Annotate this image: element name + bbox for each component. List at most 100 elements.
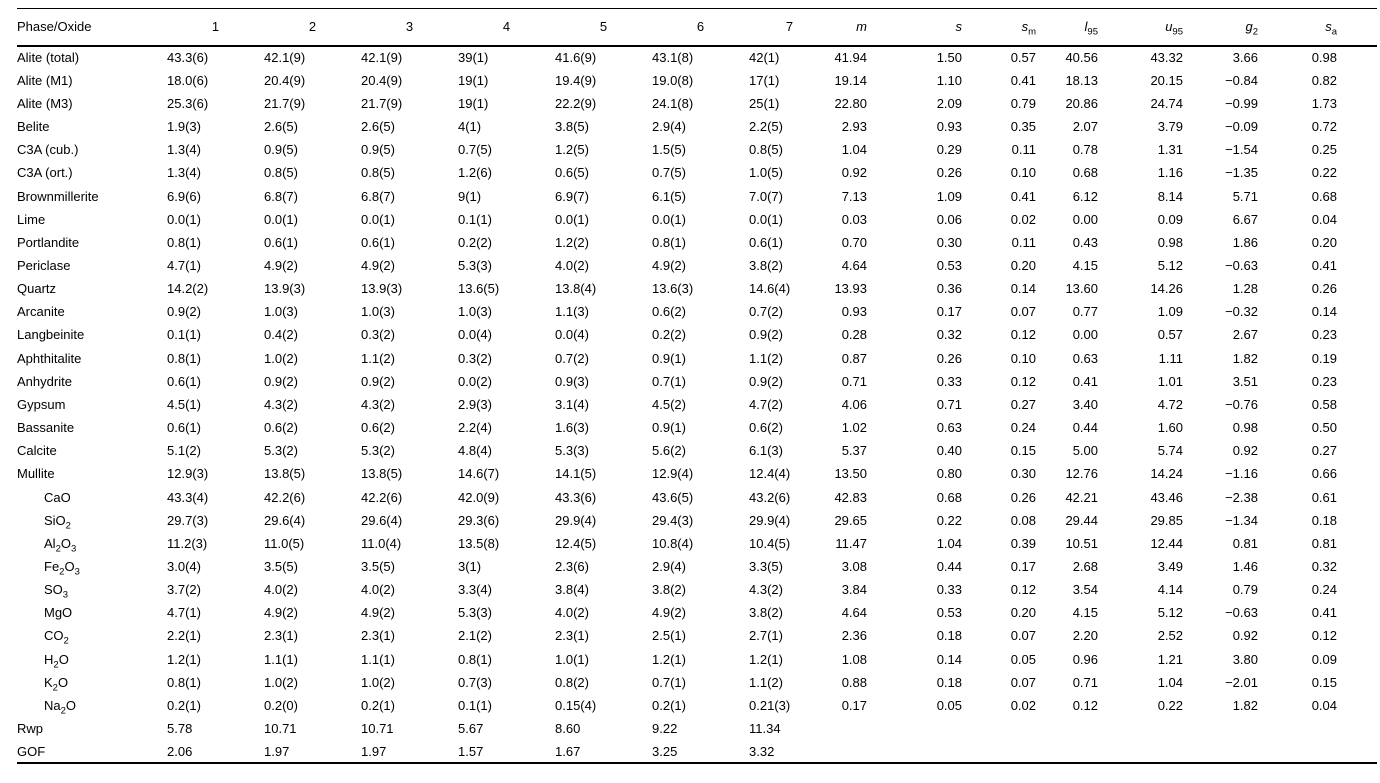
cell: 2.2(1) xyxy=(167,628,201,644)
filler-cell xyxy=(1337,509,1377,532)
cell: 22.2(9) xyxy=(555,95,597,111)
cell: 0.6(2) xyxy=(361,420,395,436)
cell: 11.47 xyxy=(835,535,867,551)
cell: 0.8(1) xyxy=(167,234,201,250)
cell: 0.7(1) xyxy=(652,674,686,690)
row-label: Lime xyxy=(17,211,46,227)
row-label: Rwp xyxy=(17,721,44,737)
cell: 0.81 xyxy=(1232,535,1258,551)
table-row: Alite (M1) 18.0(6) 20.4(9) 20.4(9) 19(1) 19.4… xyxy=(17,69,1377,92)
cell: 0.72 xyxy=(1311,119,1337,135)
cell: 3.8(2) xyxy=(749,257,783,273)
cell: 0.12 xyxy=(1010,582,1036,598)
cell: 19.0(8) xyxy=(652,72,694,88)
cell: 1.16 xyxy=(1157,165,1183,181)
cell: 1.31 xyxy=(1157,142,1183,158)
cell: −1.34 xyxy=(1225,512,1258,528)
cell: 0.79 xyxy=(1010,95,1036,111)
cell: 29.6(4) xyxy=(361,512,403,528)
table-row: SO3 3.7(2) 4.0(2) 4.0(2) 3.3(4) 3.8(4) 3.8(2) 4… xyxy=(17,578,1377,601)
row-label: Langbeinite xyxy=(17,327,85,343)
cell: −0.63 xyxy=(1225,605,1258,621)
cell: 1.1(2) xyxy=(361,350,395,366)
cell: 0.87 xyxy=(841,350,867,366)
cell: 6.9(7) xyxy=(555,188,589,204)
cell: 0.28 xyxy=(841,327,867,343)
cell: 22.80 xyxy=(834,95,867,111)
cell: −1.54 xyxy=(1225,142,1258,158)
cell: 0.9(2) xyxy=(167,304,201,320)
cell: 1.82 xyxy=(1232,350,1258,366)
cell: 0.80 xyxy=(936,466,962,482)
cell xyxy=(962,717,1036,740)
cell: 0.41 xyxy=(1072,373,1098,389)
cell: 13.8(5) xyxy=(264,466,306,482)
cell: 42.1(9) xyxy=(264,50,306,66)
cell: 0.33 xyxy=(936,582,962,598)
cell: 29.6(4) xyxy=(264,512,306,528)
cell: 5.78 xyxy=(167,721,193,737)
cell: 10.8(4) xyxy=(652,535,694,551)
table-row: Langbeinite 0.1(1) 0.4(2) 0.3(2) 0.0(4) 0.0(4… xyxy=(17,323,1377,346)
cell: 20.15 xyxy=(1150,72,1183,88)
cell: 19(1) xyxy=(458,95,489,111)
filler-cell xyxy=(1337,485,1377,508)
cell: 7.0(7) xyxy=(749,188,783,204)
table-row: CaO 43.3(4) 42.2(6) 42.2(6) 42.0(9) 43.3(6) 43… xyxy=(17,485,1377,508)
cell: 0.68 xyxy=(1072,165,1098,181)
cell: 0.93 xyxy=(841,304,867,320)
cell: 29.7(3) xyxy=(167,512,209,528)
cell: 18.0(6) xyxy=(167,72,209,88)
cell: 6.8(7) xyxy=(264,188,298,204)
row-label: K2O xyxy=(44,674,69,694)
cell: 0.8(5) xyxy=(749,142,783,158)
cell: 2.7(1) xyxy=(749,628,783,644)
cell: 5.71 xyxy=(1232,188,1258,204)
cell: 0.1(1) xyxy=(458,211,492,227)
column-header-1: 1 xyxy=(167,8,264,47)
filler-cell xyxy=(1337,370,1377,393)
cell: 9(1) xyxy=(458,188,482,204)
cell: 0.0(1) xyxy=(167,211,201,227)
cell: 0.17 xyxy=(1010,559,1036,575)
cell: 29.3(6) xyxy=(458,512,500,528)
cell: −1.16 xyxy=(1225,466,1258,482)
cell xyxy=(830,717,867,740)
cell: 0.9(2) xyxy=(749,373,783,389)
cell: 0.27 xyxy=(1010,396,1036,412)
cell: 0.22 xyxy=(1157,697,1183,713)
cell: 20.4(9) xyxy=(264,72,306,88)
cell: 3.54 xyxy=(1072,582,1098,598)
table-row: Alite (total) 43.3(6) 42.1(9) 42.1(9) 39(1) 4… xyxy=(17,46,1377,69)
table-header-row: Phase/Oxide 1 2 3 4 5 6 7 m s sm l95 u95 g2 sa xyxy=(17,8,1377,47)
row-label: Belite xyxy=(17,119,50,135)
cell: −0.76 xyxy=(1225,396,1258,412)
cell: 1.2(1) xyxy=(167,651,201,667)
cell: 1.09 xyxy=(1157,304,1183,320)
cell: 0.58 xyxy=(1311,396,1337,412)
cell: 13.5(8) xyxy=(458,535,500,551)
cell: 0.24 xyxy=(1311,582,1337,598)
cell: 42.0(9) xyxy=(458,489,500,505)
cell: 3.7(2) xyxy=(167,582,201,598)
row-label: Arcanite xyxy=(17,304,65,320)
cell: 1.97 xyxy=(361,743,387,759)
cell: 1.1(2) xyxy=(749,674,783,690)
cell: 11.34 xyxy=(749,721,781,737)
cell: 0.6(1) xyxy=(167,373,201,389)
cell: 17(1) xyxy=(749,72,780,88)
cell: 4.9(2) xyxy=(264,605,298,621)
cell: 0.09 xyxy=(1157,211,1183,227)
row-label: Anhydrite xyxy=(17,373,72,389)
cell: 24.74 xyxy=(1150,95,1183,111)
cell: 3.51 xyxy=(1232,373,1258,389)
cell: 1.1(1) xyxy=(361,651,395,667)
cell: 4.7(1) xyxy=(167,605,201,621)
cell: 0.6(2) xyxy=(264,420,298,436)
cell: 13.9(3) xyxy=(264,281,306,297)
cell: 2.9(3) xyxy=(458,396,492,412)
table-row: CO2 2.2(1) 2.3(1) 2.3(1) 2.1(2) 2.3(1) 2.5(1) 2… xyxy=(17,624,1377,647)
cell: 0.8(1) xyxy=(458,651,492,667)
cell: 3.08 xyxy=(841,559,867,575)
column-header-6: 6 xyxy=(652,8,749,47)
